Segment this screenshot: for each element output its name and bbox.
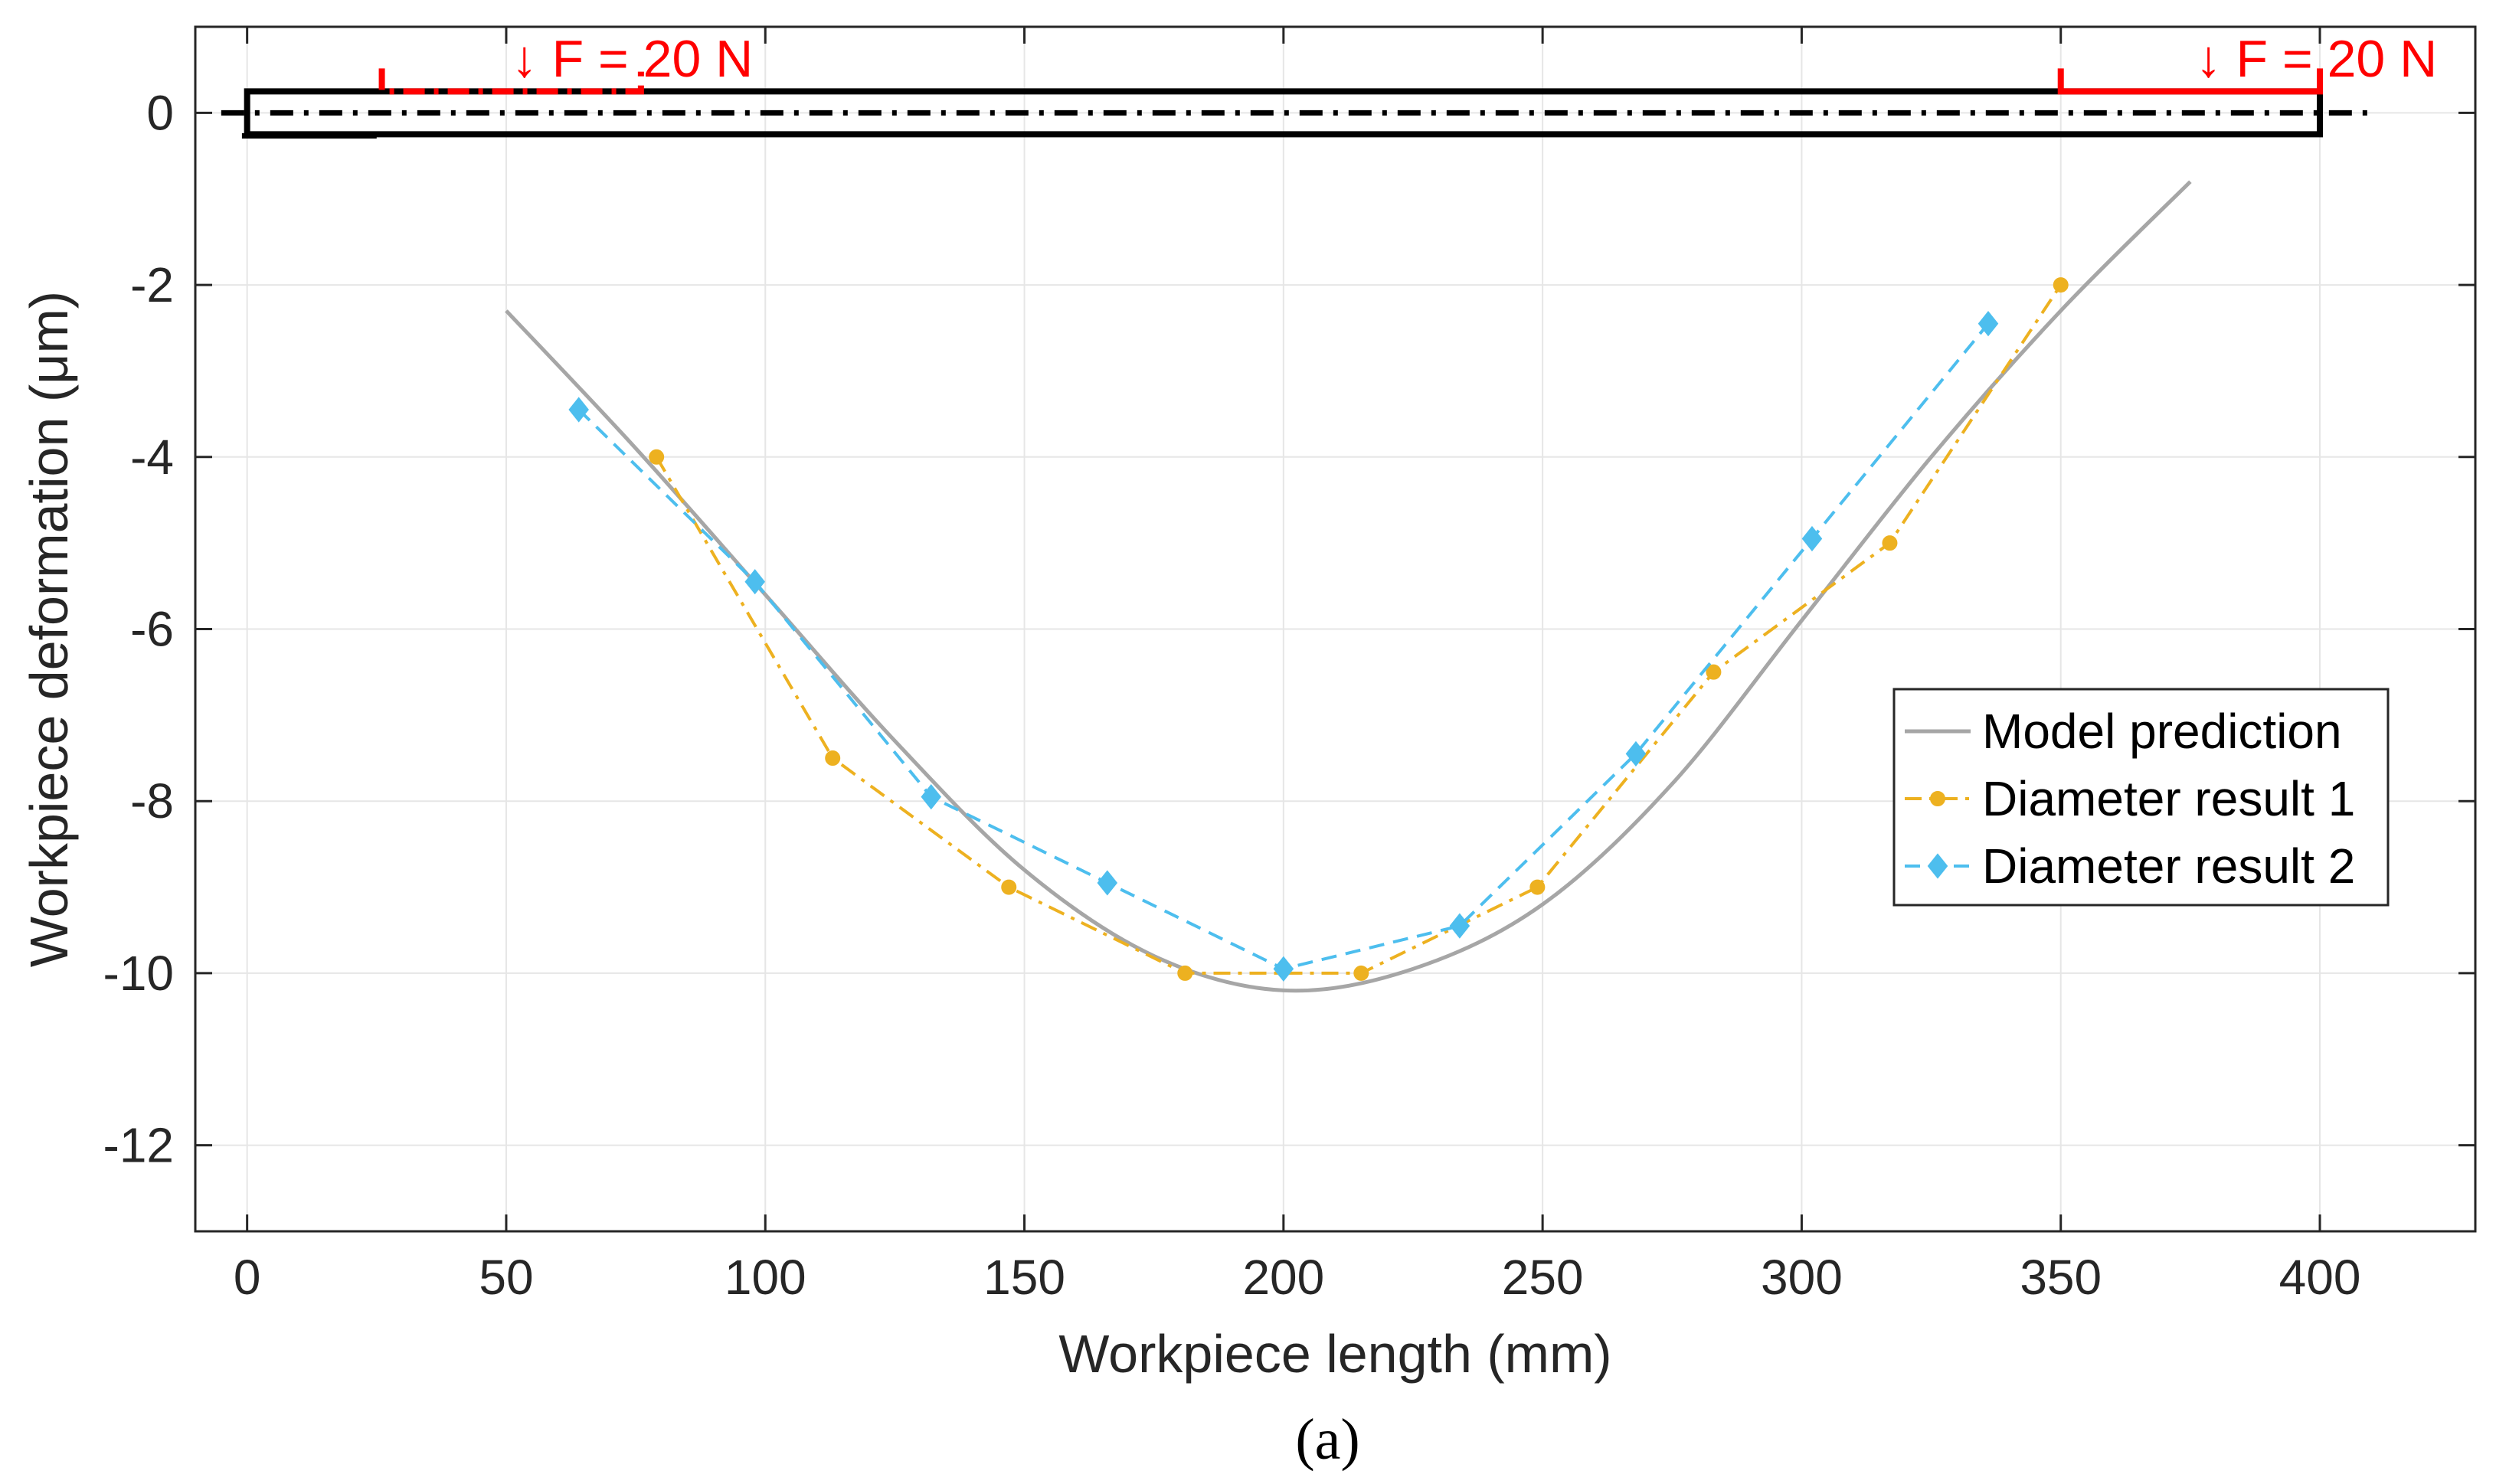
data-point-circle — [1353, 965, 1369, 981]
y-tick-label: -6 — [130, 602, 174, 657]
y-axis-label: Workpiece deformation (μm) — [19, 291, 79, 967]
data-point-diamond — [744, 569, 765, 595]
x-tick-label: 100 — [725, 1250, 806, 1305]
x-tick-label: 350 — [2020, 1250, 2102, 1305]
series-layer — [505, 180, 2192, 993]
data-point-diamond — [1625, 740, 1647, 767]
data-point-circle — [1882, 535, 1898, 551]
data-point-circle — [649, 449, 665, 465]
series-3 — [568, 311, 1999, 982]
legend-box — [1892, 688, 2390, 907]
x-axis-label: Workpiece length (mm) — [1058, 1324, 1611, 1384]
data-point-circle — [825, 750, 841, 767]
legend-label-result-2: Diameter result 2 — [1982, 838, 2355, 894]
legend: Model prediction Diameter result 1 Diame… — [1892, 688, 2390, 907]
data-point-diamond — [1801, 525, 1823, 552]
force-label-right: ↓ F = 20 N — [2196, 30, 2438, 88]
x-tick-label: 150 — [983, 1250, 1065, 1305]
force-bracket-right — [2057, 68, 2324, 95]
data-point-diamond — [1449, 913, 1470, 939]
data-point-circle — [1930, 791, 1945, 806]
y-tick-label: -4 — [130, 430, 174, 485]
y-tick-label: -2 — [130, 257, 174, 312]
x-tick-label: 250 — [1502, 1250, 1584, 1305]
figure-caption: (a) — [1295, 1407, 1359, 1472]
data-point-diamond — [1097, 870, 1118, 896]
data-point-circle — [1177, 965, 1193, 981]
data-point-diamond — [1927, 853, 1948, 879]
grid-lines — [195, 27, 2475, 1231]
data-point-circle — [1001, 879, 1017, 895]
x-tick-label: 0 — [234, 1250, 261, 1305]
force-label-left: ↓ F = 20 N — [512, 30, 754, 88]
series-2 — [649, 277, 2069, 981]
data-point-diamond — [568, 397, 589, 423]
y-tick-label: -8 — [130, 773, 174, 829]
force-bracket-left — [378, 68, 644, 95]
data-point-circle — [2053, 277, 2069, 293]
x-tick-label: 400 — [2279, 1250, 2361, 1305]
data-point-diamond — [921, 783, 942, 810]
x-tick-label: 50 — [479, 1250, 533, 1305]
data-point-diamond — [1977, 311, 1999, 337]
workpiece-body — [244, 88, 2324, 138]
ticks: 0 50 100 150 200 250 300 350 400 0 -2 -4 -6 -8 -10 -12 — [103, 27, 2475, 1305]
data-point-diamond — [1273, 956, 1294, 982]
x-tick-label: 300 — [1761, 1250, 1843, 1305]
y-tick-label: 0 — [146, 85, 174, 140]
y-tick-label: -10 — [103, 946, 175, 1001]
y-tick-label: -12 — [103, 1118, 175, 1173]
x-tick-label: 200 — [1242, 1250, 1324, 1305]
legend-label-result-1: Diameter result 1 — [1982, 771, 2355, 826]
legend-label-model: Model prediction — [1982, 704, 2342, 759]
data-point-circle — [1529, 879, 1546, 895]
workpiece-diagram — [221, 68, 2372, 139]
data-point-circle — [1706, 664, 1722, 680]
